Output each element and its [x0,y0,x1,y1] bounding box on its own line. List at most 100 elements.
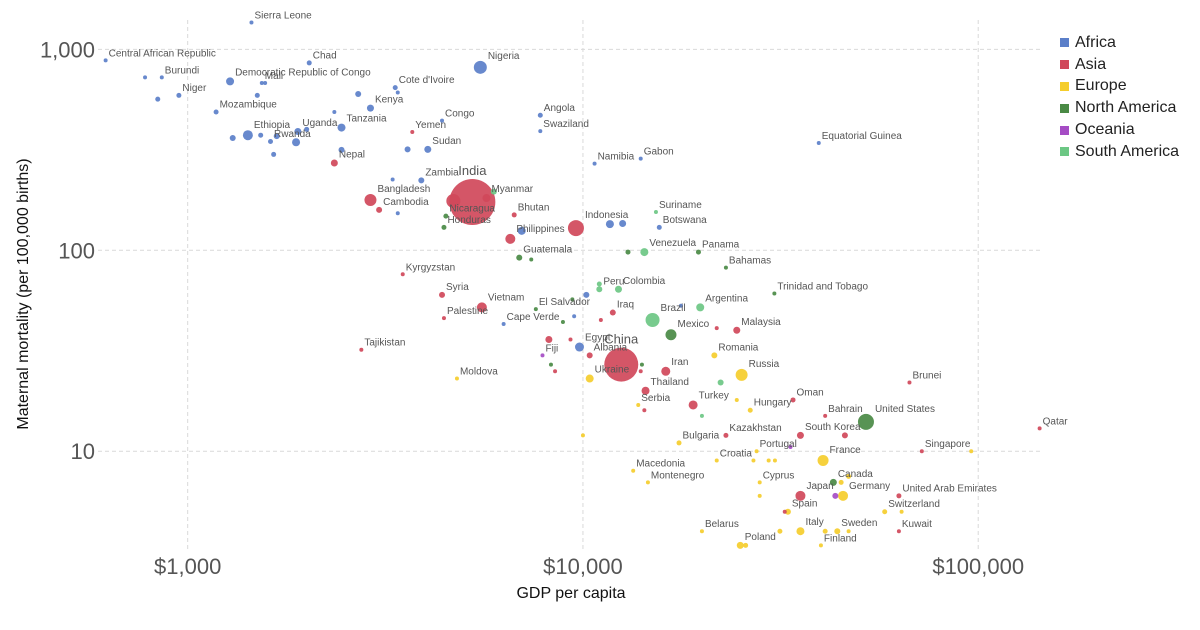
y-axis-ticks: 10 100 1,000 [40,37,95,464]
legend-swatch [1060,125,1069,135]
data-point [103,58,108,63]
data-point [754,449,759,454]
legend-label: Africa [1075,33,1116,51]
data-point [572,314,577,319]
data-point [625,249,631,255]
point-label: Tanzania [347,114,387,125]
point-label: Honduras [447,215,490,226]
point-label: Malaysia [741,317,781,328]
point-label: Democratic Republic of Congo [235,67,371,78]
point-label: Tajikistan [364,338,405,349]
point-label: El Salvador [539,297,591,308]
data-point [443,213,449,219]
x-tick-label: $100,000 [932,554,1024,579]
data-point [155,96,161,102]
data-point [841,432,848,439]
data-point [176,92,182,98]
data-point [537,112,543,118]
legend: Africa Asia Europe North America Oceania Sout… [1060,32,1179,163]
point-label: Vietnam [488,292,525,303]
data-point [788,444,793,449]
legend-swatch [1060,60,1069,70]
data-point [159,75,164,80]
data-point [899,509,904,514]
data-point [772,291,777,296]
data-point [757,480,762,485]
data-point [796,527,805,536]
data-point [795,490,806,501]
data-point [638,369,643,374]
data-point [614,285,622,293]
point-label: Spain [792,499,818,510]
data-point [641,386,650,395]
point-label: Syria [446,282,469,293]
point-label: Panama [702,240,740,251]
data-point [449,178,496,225]
legend-swatch [1060,81,1069,91]
data-point [640,248,649,257]
data-point [838,490,849,501]
data-point [390,177,395,182]
data-point [268,138,274,144]
point-label: Palestine [447,306,489,317]
data-point [631,468,636,473]
data-point [306,60,312,66]
y-tick-label: 10 [71,439,95,464]
data-point [782,509,787,514]
data-point [533,307,538,312]
point-label: Peru [603,276,624,287]
data-point [596,286,603,293]
data-point [476,302,487,313]
data-point [400,272,405,277]
data-point [1037,426,1042,431]
point-label: Nicaragua [449,204,495,215]
data-point [226,77,235,86]
data-point [816,140,821,145]
data-point [734,397,739,402]
data-point [678,303,683,308]
point-label: Belarus [705,519,739,530]
data-point [482,194,491,203]
data-point [254,92,260,98]
data-point [338,146,345,153]
data-point [751,458,756,463]
point-label: Brunei [912,370,941,381]
point-label: Thailand [651,377,689,388]
data-point [723,265,728,270]
data-point [919,449,924,454]
data-point [829,478,837,486]
data-point [143,75,148,80]
point-label: Russia [749,359,780,370]
point-label: Nigeria [488,51,520,62]
point-label: Indonesia [585,210,629,221]
data-point [711,352,718,359]
point-label: Sweden [841,518,877,529]
legend-item: Asia [1060,54,1179,76]
data-point [446,193,461,208]
point-label: Yemen [415,120,446,131]
point-label: Bahamas [729,256,771,267]
data-point [263,81,268,86]
data-point [294,128,302,136]
data-point [258,132,264,138]
data-point [896,493,902,499]
point-label: Portugal [760,439,797,450]
data-point [337,123,346,132]
data-point [229,135,236,142]
point-label: Bahrain [828,404,862,415]
data-point [645,312,660,327]
data-point [585,374,594,383]
data-point [410,129,415,134]
data-point [592,161,597,166]
point-label: India [458,163,487,178]
data-point [454,376,459,381]
point-label: Chad [313,50,337,61]
legend-label: Oceania [1075,121,1135,139]
point-label: Philippines [516,224,564,235]
data-point [570,297,575,302]
point-label: Sudan [432,136,461,147]
data-point [790,397,796,403]
point-label: Romania [718,342,758,353]
data-point [653,210,658,215]
